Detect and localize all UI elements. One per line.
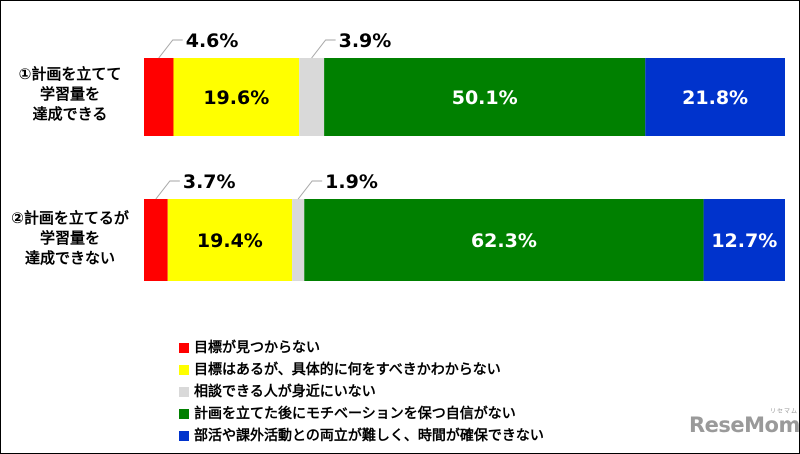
data-labels: 4.6% 19.6% 3.9% 50.1% 21.8% 3.7% 19.4% 1.9% 62.3… bbox=[183, 30, 777, 252]
category-1-line-1: ①計画を立てて bbox=[18, 65, 122, 83]
data-label: 3.9% bbox=[339, 30, 392, 52]
logo-kana: リセマム bbox=[770, 408, 799, 415]
callout-leader-line bbox=[158, 39, 183, 59]
category-1-line-3: 達成できる bbox=[32, 105, 108, 123]
data-label: 19.4% bbox=[197, 230, 263, 252]
data-label: 1.9% bbox=[325, 171, 378, 193]
bar-segment-1-4 bbox=[324, 58, 646, 136]
legend-swatch-gray bbox=[179, 387, 189, 397]
data-label: 3.7% bbox=[183, 171, 236, 193]
bar-segment-1-1 bbox=[144, 58, 174, 136]
callout-leader-line bbox=[155, 180, 180, 200]
bars-group bbox=[144, 58, 785, 281]
legend-swatch-red bbox=[179, 343, 189, 353]
data-label: 4.6% bbox=[186, 30, 239, 52]
bar-segment-1-3 bbox=[299, 58, 325, 136]
resemom-logo: ReseMom bbox=[689, 413, 800, 437]
bar-segment-2-2 bbox=[167, 199, 293, 281]
bar-segment-2-4 bbox=[304, 199, 704, 281]
callout-leader-line bbox=[297, 180, 323, 200]
data-label: 62.3% bbox=[471, 230, 537, 252]
bar-segment-2-1 bbox=[144, 199, 168, 281]
legend-swatch-green bbox=[179, 409, 189, 419]
data-label: 50.1% bbox=[452, 87, 518, 109]
bar-segment-2-5 bbox=[703, 199, 785, 281]
bar-segment-1-2 bbox=[173, 58, 300, 136]
callout-leaders bbox=[155, 39, 336, 200]
legend-label: 計画を立てた後にモチベーションを保つ自信がない bbox=[194, 406, 516, 422]
category-1-line-2: 学習量を bbox=[39, 85, 100, 103]
legend-label: 目標はあるが、具体的に何をすべきかわからない bbox=[194, 362, 501, 378]
legend-swatch-yellow bbox=[179, 365, 189, 375]
legend-label: 目標が見つからない bbox=[194, 340, 320, 356]
callout-leader-line bbox=[311, 39, 336, 59]
category-label-1: ①計画を立てて 学習量を 達成できる bbox=[5, 64, 135, 124]
stacked-bar-chart: 4.6% 19.6% 3.9% 50.1% 21.8% 3.7% 19.4% 1.9% 62.3… bbox=[144, 30, 785, 281]
data-label: 12.7% bbox=[711, 230, 777, 252]
category-2-line-1: ②計画を立てるが bbox=[11, 209, 129, 227]
category-2-line-2: 学習量を bbox=[39, 229, 100, 247]
bar-segment-1-5 bbox=[645, 58, 785, 136]
legend-swatch-blue bbox=[179, 431, 189, 441]
category-2-line-3: 達成できない bbox=[24, 249, 115, 267]
category-label-2: ②計画を立てるが 学習量を 達成できない bbox=[5, 208, 135, 268]
legend-label: 部活や課外活動との両立が難しく、時間が確保できない bbox=[194, 428, 544, 444]
legend-label: 相談できる人が身近にいない bbox=[194, 384, 376, 400]
bar-segment-2-3 bbox=[292, 199, 305, 281]
data-label: 19.6% bbox=[203, 87, 269, 109]
data-label: 21.8% bbox=[682, 87, 748, 109]
